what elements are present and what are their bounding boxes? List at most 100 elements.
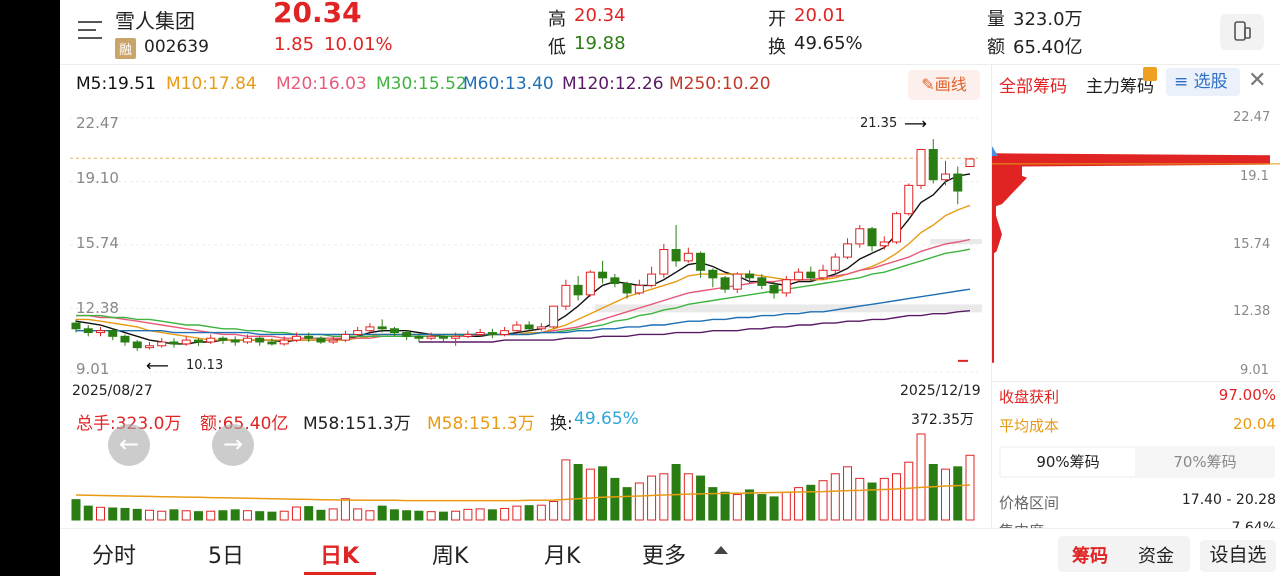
- profit-label: 收盘获利: [999, 388, 1060, 406]
- candle-body: [438, 335, 448, 339]
- candle-body: [132, 341, 142, 349]
- prev-arrow-button[interactable]: ←: [108, 424, 150, 466]
- start-date: 2025/08/27: [72, 383, 153, 399]
- candle-body: [451, 335, 461, 339]
- device-switch-icon[interactable]: [1220, 14, 1264, 50]
- volume-bar: [487, 509, 497, 521]
- candle-body: [892, 213, 902, 243]
- next-arrow-button[interactable]: →: [212, 424, 254, 466]
- volume-bar: [414, 510, 424, 521]
- volume-bar: [610, 477, 620, 521]
- candle-body: [475, 332, 485, 335]
- tab-chips[interactable]: 筹码: [1072, 546, 1108, 567]
- tab-funds[interactable]: 资金: [1138, 546, 1174, 567]
- volume-value: 323.0万: [1013, 9, 1083, 30]
- candle-body: [536, 326, 546, 330]
- candle-body: [377, 326, 387, 330]
- volume-chart[interactable]: [60, 428, 982, 522]
- candle-body: [757, 277, 767, 286]
- volume-bar: [426, 511, 436, 521]
- price-axis-label: 12.38: [76, 299, 119, 317]
- candle-body: [953, 173, 963, 192]
- low-value: 19.88: [574, 33, 626, 54]
- candle-body: [389, 328, 399, 334]
- volume-bar: [647, 475, 657, 521]
- volume-bar: [377, 505, 387, 521]
- volume-bar: [144, 509, 154, 521]
- candle-body: [696, 252, 706, 271]
- candle-body: [683, 252, 693, 262]
- candle-body: [708, 269, 718, 279]
- lock-badge-icon: [1143, 67, 1157, 81]
- candle-body: [634, 284, 644, 294]
- candle-body: [659, 249, 669, 275]
- volume-bar: [696, 475, 706, 521]
- caret-up-icon[interactable]: [714, 546, 728, 554]
- candle-body: [585, 271, 595, 296]
- candle-body: [781, 279, 791, 294]
- volume-bar: [598, 466, 608, 521]
- chip-axis-label: 15.74: [1233, 237, 1271, 252]
- candle-body: [169, 341, 179, 345]
- add-watchlist-button[interactable]: 设自选: [1200, 540, 1276, 572]
- turnover-value: 49.65%: [794, 33, 863, 54]
- price-change: 1.85: [274, 34, 315, 55]
- tab-weekly-k[interactable]: 周K: [432, 544, 469, 569]
- candle-body: [671, 249, 681, 262]
- candle-body: [647, 273, 657, 286]
- close-icon[interactable]: ✕: [1248, 68, 1267, 93]
- tab-intraday[interactable]: 分时: [92, 544, 137, 569]
- high-annotation: 21.35: [860, 116, 898, 131]
- candle-body: [414, 335, 424, 339]
- candle-body: [255, 337, 265, 343]
- candle-body: [230, 339, 240, 343]
- amount-value: 65.40亿: [1013, 37, 1083, 58]
- tab-more[interactable]: 更多: [642, 544, 687, 569]
- volume-bar: [242, 510, 252, 521]
- volume-bar: [255, 511, 265, 521]
- select-stock-button[interactable]: ≡ 选股: [1166, 68, 1240, 96]
- volume-bar: [451, 510, 461, 521]
- tab-5day[interactable]: 5日: [208, 544, 244, 569]
- candle-body: [794, 271, 804, 281]
- tab-main-chips[interactable]: 主力筹码: [1086, 77, 1154, 97]
- draw-line-button[interactable]: ✎画线: [908, 70, 980, 100]
- chip-distribution-chart: [992, 146, 1280, 363]
- tab-monthly-k[interactable]: 月K: [544, 544, 581, 569]
- app-root: 雪人集团 融 002639 20.34 1.85 10.01% 高 20.34 …: [60, 0, 1280, 576]
- volume-bar: [769, 496, 779, 521]
- stock-name: 雪人集团: [115, 9, 195, 33]
- volume-bar: [193, 511, 203, 521]
- tab-all-chips[interactable]: 全部筹码: [999, 77, 1067, 97]
- candle-body: [928, 149, 938, 181]
- volume-bar: [794, 487, 804, 521]
- high-label: 高: [548, 9, 566, 30]
- candle-body: [818, 269, 828, 279]
- arrow-left-icon: ⟵: [146, 356, 169, 375]
- candle-body: [463, 333, 473, 337]
- candle-body: [402, 332, 412, 337]
- candle-body: [879, 241, 889, 247]
- volume-bar: [108, 507, 118, 521]
- kline-chart[interactable]: [60, 108, 982, 382]
- volume-turnover: 49.65%: [574, 409, 639, 429]
- toggle-70-button[interactable]: 70%筹码: [1137, 448, 1273, 476]
- tab-daily-k[interactable]: 日K: [320, 544, 360, 569]
- volume-bar: [953, 466, 963, 521]
- price-change-pct: 10.01%: [324, 34, 393, 55]
- candle-body: [316, 337, 326, 343]
- volume-bar: [316, 509, 326, 521]
- volume-bar: [622, 487, 632, 521]
- toggle-90-button[interactable]: 90%筹码: [1001, 448, 1135, 476]
- toggle-70-label: 70%筹码: [1173, 453, 1237, 471]
- volume-bar: [291, 506, 301, 521]
- volume-m58-a: M58:151.3万: [303, 414, 411, 434]
- candle-body: [769, 284, 779, 294]
- volume-bar: [157, 510, 167, 521]
- pencil-icon: ✎: [921, 75, 935, 94]
- menu-icon[interactable]: [76, 18, 104, 42]
- ma-legend-item: M120:12.26: [562, 74, 664, 94]
- open-value: 20.01: [794, 5, 846, 26]
- volume-bar: [218, 510, 228, 521]
- volume-bar: [389, 509, 399, 521]
